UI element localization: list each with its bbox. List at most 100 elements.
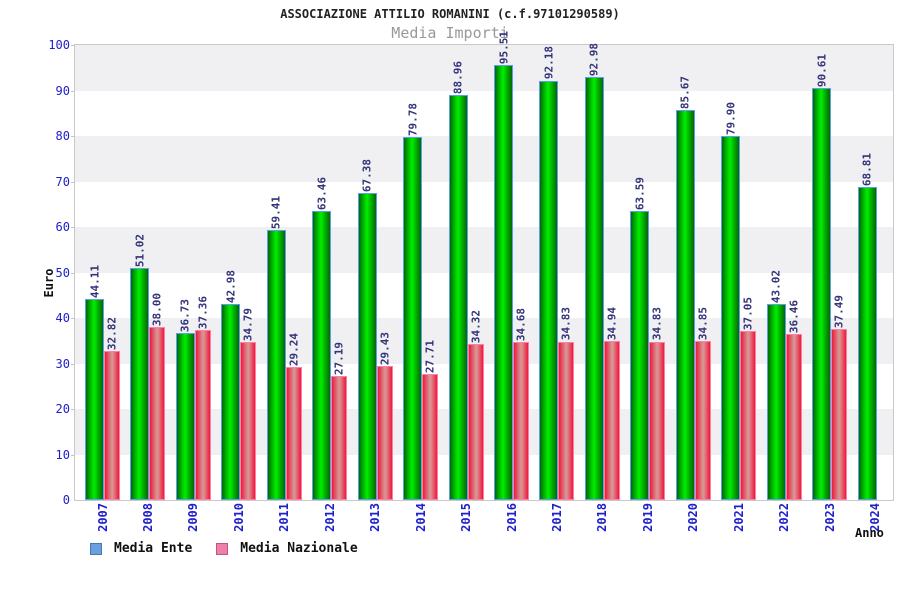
value-label-media-nazionale-2012: 27.19 (332, 342, 346, 376)
bar-media-ente-2008: 51.02 (130, 234, 150, 500)
bar-media-ente-2013: 67.38 (357, 159, 377, 500)
x-tick-2009: 2009 (186, 503, 201, 532)
value-label-media-nazionale-2016: 34.68 (514, 308, 528, 342)
value-label-media-nazionale-2020: 34.85 (696, 307, 710, 341)
legend-swatch-media-ente (90, 542, 102, 555)
value-label-media-ente-2011: 59.41 (269, 195, 283, 229)
value-label-media-nazionale-2011: 29.24 (287, 332, 301, 366)
x-tick-2011: 2011 (277, 503, 292, 532)
bar-media-ente-2015: 88.96 (448, 61, 468, 500)
grid-band (75, 45, 893, 91)
value-label-media-ente-2012: 63.46 (315, 177, 329, 211)
x-tick-2015: 2015 (459, 503, 474, 532)
bar-media-nazionale-2020: 34.85 (694, 307, 711, 500)
value-label-media-nazionale-2010: 34.79 (241, 307, 255, 341)
value-label-media-ente-2021: 79.90 (724, 102, 738, 136)
bar-media-nazionale-2019: 34.83 (649, 307, 666, 500)
x-tick-2008: 2008 (140, 503, 155, 532)
value-label-media-ente-2019: 63.59 (633, 176, 647, 210)
y-tick-80: 80 (55, 129, 70, 143)
x-tick-2010: 2010 (231, 503, 246, 532)
y-tick-70: 70 (55, 174, 70, 189)
value-label-media-nazionale-2008: 38.00 (150, 292, 164, 327)
x-tick-2019: 2019 (640, 503, 655, 532)
x-axis-label: Anno (855, 526, 884, 540)
y-tick-mark (71, 409, 75, 410)
value-label-media-ente-2015: 88.96 (451, 61, 465, 95)
value-label-media-ente-2014: 79.78 (406, 102, 420, 137)
bar-media-nazionale-2012: 27.19 (331, 342, 348, 500)
bar-media-ente-2019: 63.59 (630, 177, 650, 500)
grid-band (75, 181, 893, 227)
y-tick-0: 0 (62, 493, 70, 507)
value-label-media-ente-2017: 92.18 (542, 46, 556, 80)
value-label-media-ente-2008: 51.02 (133, 233, 147, 267)
y-tick-mark (71, 90, 75, 92)
value-label-media-nazionale-2018: 34.94 (605, 306, 619, 341)
y-tick-mark (71, 45, 75, 46)
bar-media-nazionale-2013: 29.43 (376, 332, 393, 500)
bar-media-nazionale-2010: 34.79 (240, 308, 257, 500)
legend-label-media-ente: Media Ente (114, 541, 193, 556)
bar-media-nazionale-2014: 27.71 (422, 340, 439, 500)
bar-media-ente-2016: 95.51 (494, 31, 513, 500)
bar-media-ente-2007: 44.11 (85, 265, 104, 500)
x-tick-2020: 2020 (686, 503, 701, 532)
x-tick-2017: 2017 (549, 503, 564, 532)
y-tick-mark (71, 363, 75, 365)
y-tick-mark (71, 318, 75, 319)
y-tick-100: 100 (48, 38, 70, 52)
x-tick-2012: 2012 (322, 503, 337, 532)
bar-media-nazionale-2011: 29.24 (285, 333, 302, 500)
bar-media-ente-2023: 90.61 (812, 54, 832, 500)
bar-media-nazionale-2015: 34.32 (467, 310, 484, 500)
grid-band (75, 454, 893, 500)
value-label-media-nazionale-2017: 34.83 (559, 307, 573, 341)
x-tick-2023: 2023 (822, 503, 837, 532)
y-tick-mark (71, 454, 75, 456)
bar-media-nazionale-2023: 37.49 (831, 295, 848, 500)
x-tick-2018: 2018 (595, 503, 610, 532)
bar-media-ente-2009: 36.73 (175, 299, 195, 500)
bar-media-ente-2014: 79.78 (403, 103, 423, 500)
y-tick-mark (71, 227, 75, 228)
bar-media-ente-2017: 92.18 (539, 46, 559, 500)
grid-band (75, 136, 893, 182)
value-label-media-ente-2022: 43.02 (769, 270, 783, 304)
grid-band (75, 409, 893, 455)
y-tick-50: 50 (55, 265, 70, 280)
bar-media-nazionale-2022: 36.46 (785, 300, 802, 500)
value-label-media-nazionale-2014: 27.71 (423, 339, 437, 373)
bar-media-nazionale-2007: 32.82 (104, 317, 120, 500)
bar-media-nazionale-2021: 37.05 (740, 297, 757, 500)
legend-swatch-media-nazionale (216, 542, 229, 555)
value-label-media-nazionale-2023: 37.49 (832, 295, 846, 329)
value-label-media-ente-2009: 36.73 (178, 298, 192, 332)
y-tick-90: 90 (55, 83, 70, 98)
bar-media-ente-2022: 43.02 (766, 270, 786, 500)
bar-media-ente-2012: 63.46 (312, 177, 332, 500)
bar-media-ente-2018: 92.98 (584, 43, 604, 500)
bar-media-ente-2024: 68.81 (857, 153, 877, 500)
value-label-media-nazionale-2009: 37.36 (196, 295, 210, 330)
value-label-media-ente-2010: 42.98 (224, 270, 238, 304)
grid-band (75, 318, 893, 364)
value-label-media-ente-2023: 90.61 (815, 53, 829, 87)
bar-media-nazionale-2009: 37.36 (194, 296, 211, 500)
bar-media-nazionale-2008: 38.00 (149, 293, 166, 500)
y-tick-60: 60 (55, 220, 70, 234)
value-label-media-nazionale-2007: 32.82 (105, 316, 119, 350)
x-tick-2022: 2022 (777, 503, 792, 532)
grid-band (75, 90, 893, 136)
y-tick-20: 20 (55, 402, 70, 416)
value-label-media-nazionale-2015: 34.32 (469, 309, 483, 343)
legend-label-media-nazionale: Media Nazionale (240, 541, 358, 556)
bar-media-ente-2021: 79.90 (721, 102, 741, 500)
x-tick-2016: 2016 (504, 503, 519, 532)
value-label-media-ente-2024: 68.81 (860, 152, 874, 186)
grid-band (75, 363, 893, 409)
plot-area: 44.11 32.82 51.02 38.00 36.73 37.36 42.98 34.79… (74, 31, 894, 501)
value-label-media-nazionale-2019: 34.83 (650, 307, 664, 341)
bar-media-nazionale-2018: 34.94 (603, 307, 620, 500)
bar-media-nazionale-2016: 34.68 (513, 308, 529, 500)
